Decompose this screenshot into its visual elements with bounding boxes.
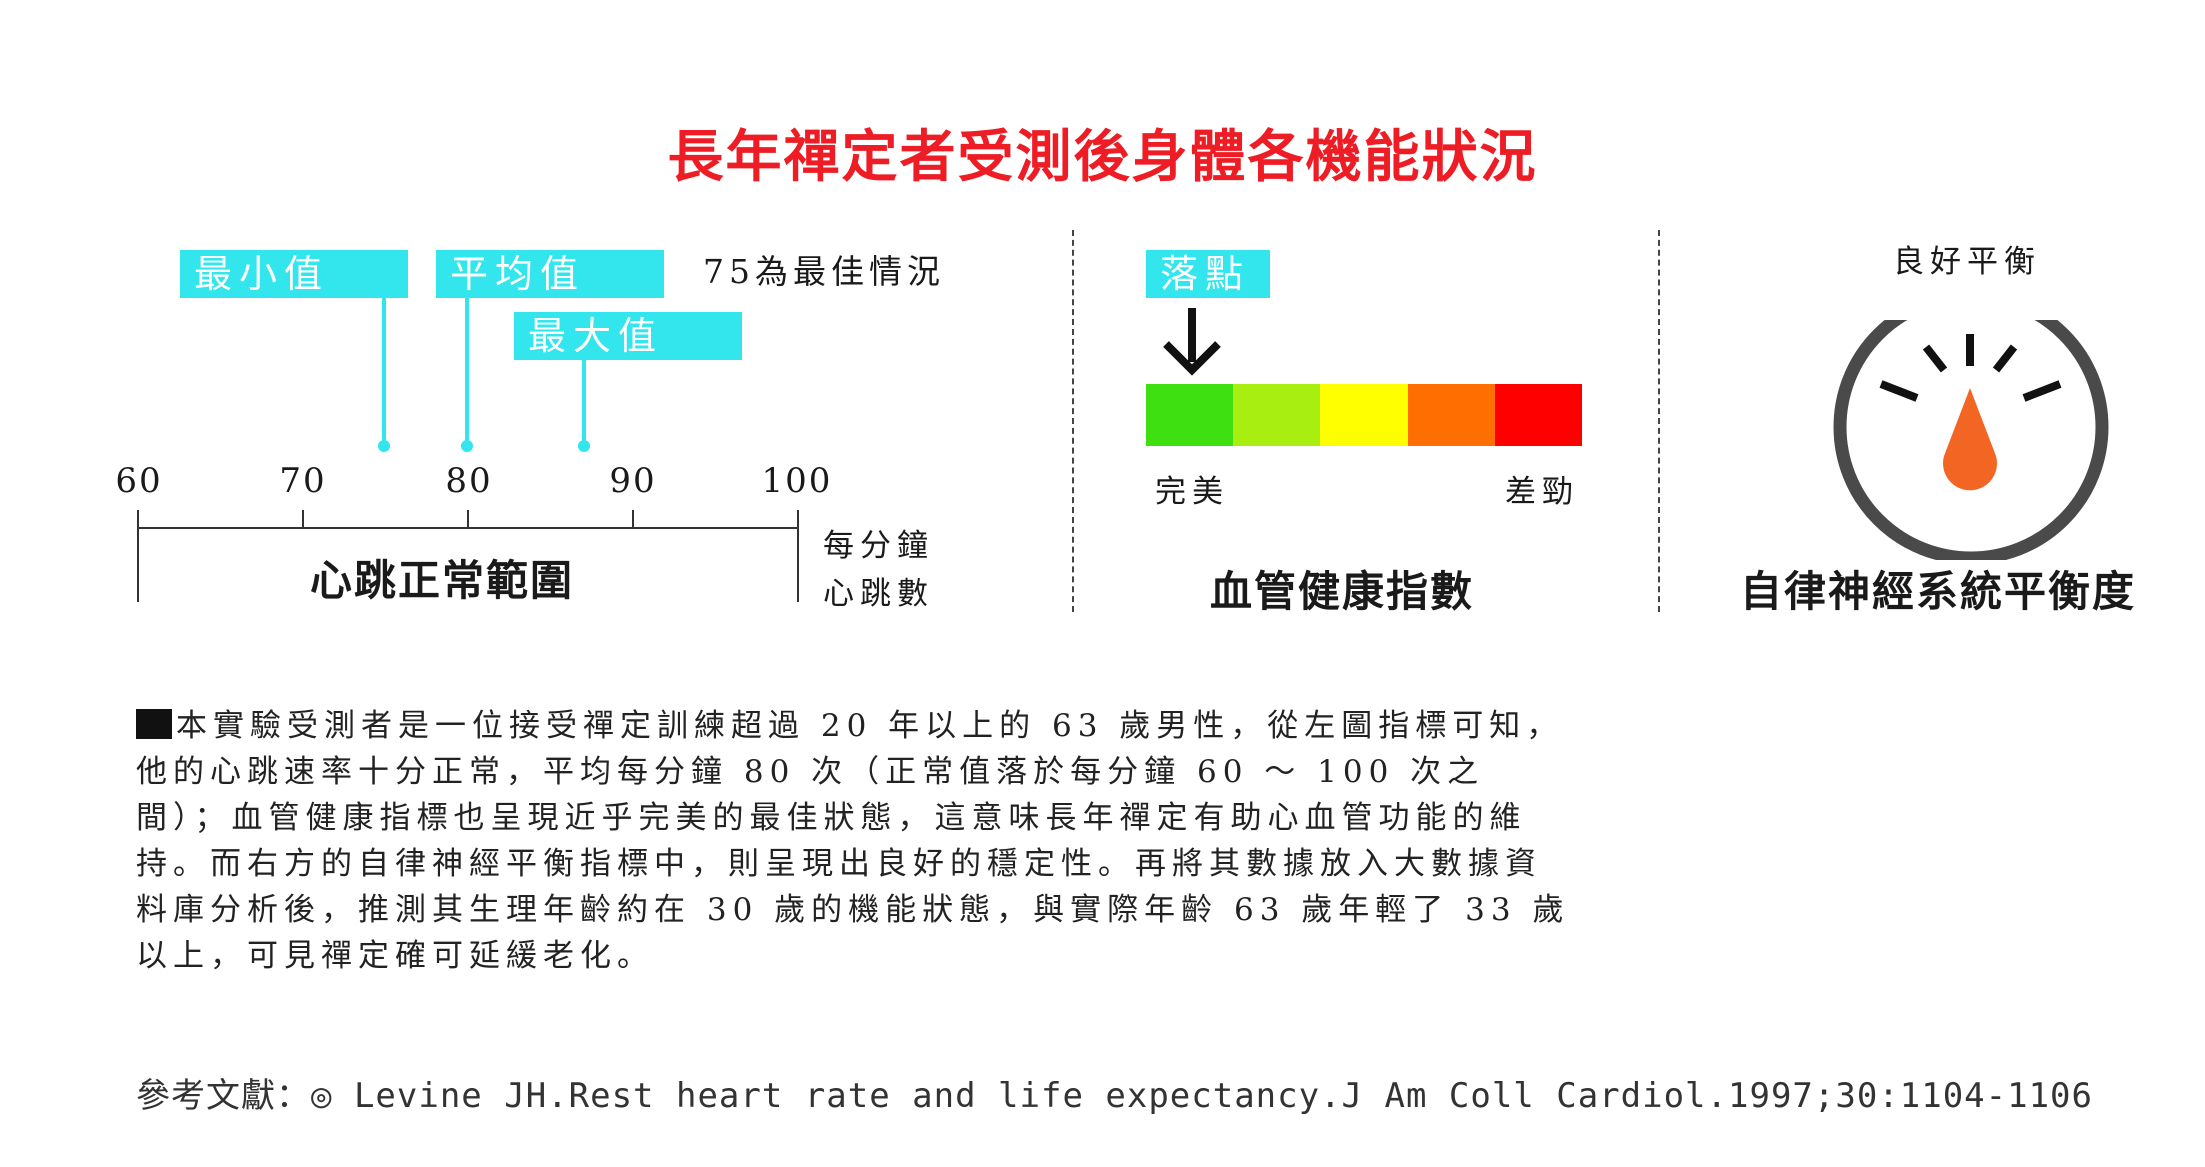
tick-60: 60	[115, 461, 163, 501]
page-title: 長年禪定者受測後身體各機能狀況	[667, 125, 1538, 190]
divider-left	[1072, 230, 1074, 612]
down-arrow-icon	[1163, 308, 1221, 376]
scale-segment-5	[1494, 384, 1583, 446]
tick-90: 90	[609, 461, 657, 501]
scale-segment-2	[1233, 384, 1321, 446]
tick-70: 70	[279, 461, 327, 501]
gauge-label: 良好平衡	[1893, 244, 2041, 280]
reference: 參考文獻：◎ Levine JH.Rest heart rate and lif…	[136, 1076, 2093, 1116]
square-bullet-icon	[136, 709, 172, 739]
avg-marker	[461, 298, 473, 452]
autonomic-title: 自律神經系統平衡度	[1740, 567, 2137, 616]
gauge-icon	[1833, 320, 2109, 560]
heart-rate-markers	[378, 298, 590, 452]
heart-rate-range-label: 心跳正常範圍	[310, 556, 575, 605]
divider-right	[1658, 230, 1660, 612]
min-marker	[378, 298, 390, 452]
gauge-needle	[1943, 388, 1997, 491]
scale-segment-4	[1407, 384, 1495, 446]
tick-100: 100	[761, 461, 833, 501]
description-text: 本實驗受測者是一位接受禪定訓練超過 20 年以上的 63 歲男性，從左圖指標可知…	[136, 708, 1570, 974]
unit-line-1: 每分鐘	[823, 528, 934, 564]
scale-segment-1	[1146, 384, 1234, 446]
scale-left-label: 完美	[1155, 474, 1229, 510]
vascular-title: 血管健康指數	[1210, 567, 1475, 616]
landing-point-tag: 落點	[1146, 250, 1270, 298]
min-value-tag: 最小值 75	[180, 250, 408, 344]
max-value-tag: 最大值 87	[514, 312, 742, 406]
scale-right-label: 差勁	[1505, 474, 1579, 510]
scale-segment-3	[1320, 384, 1408, 446]
heart-rate-axis	[137, 510, 799, 602]
tick-80: 80	[445, 461, 493, 501]
max-marker	[578, 360, 590, 452]
unit-line-2: 心跳數	[823, 576, 934, 612]
description-paragraph: 本實驗受測者是一位接受禪定訓練超過 20 年以上的 63 歲男性，從左圖指標可知…	[136, 703, 1576, 979]
avg-value-tag: 平均值 80	[436, 250, 664, 344]
best-note: 75為最佳情況	[703, 252, 945, 291]
vascular-scale	[1146, 384, 1583, 446]
